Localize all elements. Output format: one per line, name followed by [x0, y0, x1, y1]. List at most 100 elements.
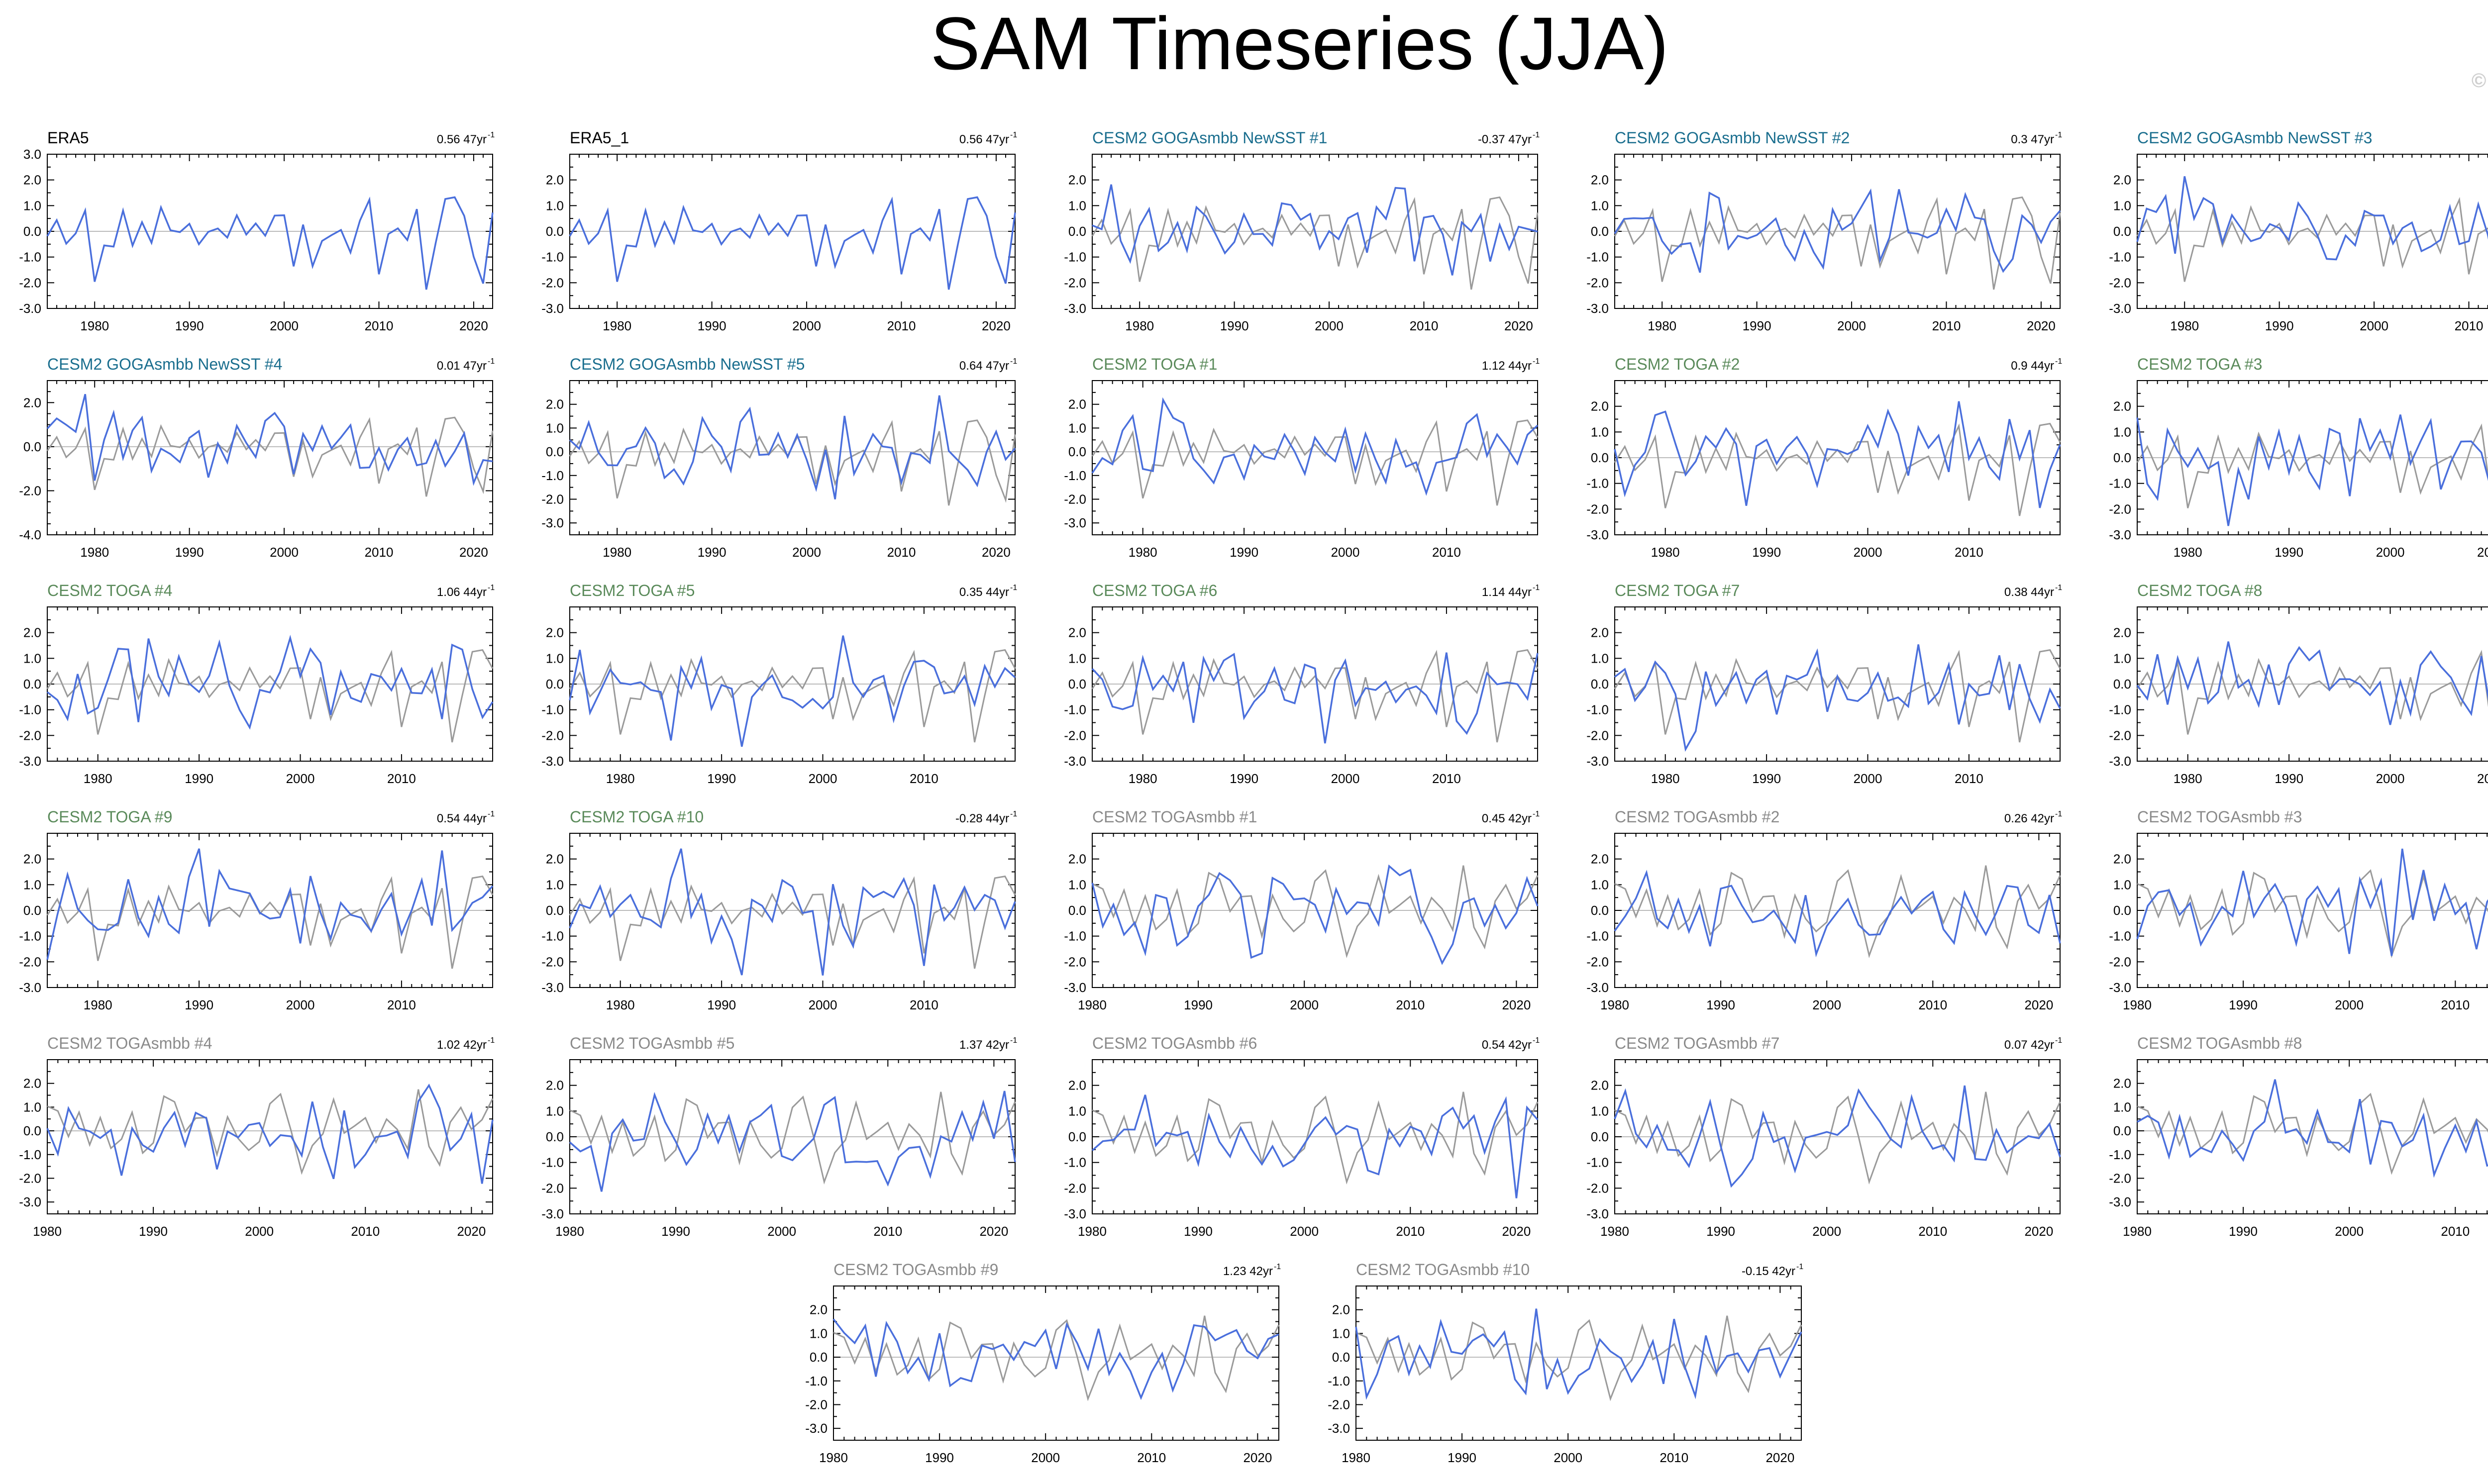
y-tick-label: -1.0	[2109, 929, 2131, 944]
chart-panel-10: 1980 1990 2000 2010 -3.0 -2.0 -1.0 0.0 1.0 2.0 CES…	[2109, 355, 2488, 560]
x-tick-label: 1990	[1230, 545, 1258, 560]
x-tick-label: 1980	[1600, 997, 1629, 1012]
y-tick-label: 1.0	[546, 877, 564, 892]
x-tick-label: 1980	[603, 318, 631, 333]
y-tick-label: 2.0	[546, 852, 564, 867]
chart-panel-20: 19801990200020102020-3.0-2.0-1.00.01.02.…	[2109, 808, 2488, 1012]
trend-label: 1.02 42yr	[437, 1038, 487, 1052]
y-tick-label: -1.0	[1586, 250, 1609, 265]
chart-panel-5: 19801990200020102020-3.0-2.0-1.00.01.02.…	[2109, 129, 2488, 333]
y-tick-label: -3.0	[1064, 980, 1086, 995]
y-tick-label: 0.0	[1591, 677, 1609, 692]
y-tick-label: 2.0	[1068, 852, 1086, 867]
y-tick-label: 2.0	[23, 852, 41, 867]
x-tick-label: 2000	[270, 318, 299, 333]
x-tick-label: 1980	[2170, 318, 2199, 333]
y-tick-label: 1.0	[1591, 651, 1609, 666]
chart-panel-11: 1980 1990 2000 2010 -3.0 -2.0 -1.0 0.0 1.0 2.0 CES…	[19, 582, 495, 786]
trend-label: 0.64 47yr	[959, 359, 1009, 373]
series-line-obs	[46, 196, 494, 290]
y-tick-label: -2.0	[19, 1171, 41, 1186]
series-line-obs	[1355, 1308, 1802, 1400]
y-tick-label: -3.0	[19, 301, 41, 316]
x-tick-label: 2000	[1290, 997, 1319, 1012]
x-tick-label: 1990	[661, 1224, 690, 1239]
x-tick-label: 2010	[1137, 1450, 1166, 1465]
y-tick-label: -1.0	[1586, 929, 1609, 944]
y-tick-label: 0.0	[1332, 1350, 1350, 1365]
y-tick-label: 1.0	[1591, 198, 1609, 213]
chart-title: CESM2 TOGA #8	[2137, 582, 2262, 599]
x-tick-label: 1980	[555, 1224, 584, 1239]
x-tick-label: 2000	[1331, 545, 1360, 560]
y-tick-label: -2.0	[541, 728, 564, 743]
x-tick-label: 2010	[1410, 318, 1439, 333]
series-line-obs	[1092, 184, 1538, 276]
trend-label: -0.15 42yr	[1742, 1265, 1795, 1278]
trend-superscript: -1	[488, 1036, 495, 1045]
y-tick-label: 2.0	[23, 625, 41, 640]
y-tick-label: -2.0	[19, 275, 41, 290]
series-line-obs	[1091, 652, 1539, 744]
y-tick-label: 1.0	[2113, 651, 2131, 666]
y-tick-label: 1.0	[23, 651, 41, 666]
x-tick-label: 2000	[286, 771, 315, 786]
chart-panel-2: 1980 1990 2000 2010 2020 -3.0 -2.0 -1.0 0.0 1.0 2.…	[541, 129, 1017, 333]
x-tick-label: 2020	[2027, 318, 2056, 333]
x-tick-label: 2000	[2360, 318, 2388, 333]
x-tick-label: 1980	[80, 545, 109, 560]
x-tick-label: 1990	[925, 1450, 954, 1465]
x-tick-label: 1980	[1078, 1224, 1107, 1239]
x-tick-label: 2020	[1765, 1450, 1794, 1465]
x-tick-label: 2010	[2455, 318, 2484, 333]
x-tick-label: 1980	[1648, 318, 1676, 333]
series-line-ref	[1092, 1091, 1539, 1185]
chart-panel-14: 1980 1990 2000 2010 -3.0 -2.0 -1.0 0.0 1.0 2.0 CES…	[1586, 582, 2062, 786]
x-tick-label: 2000	[1812, 1224, 1841, 1239]
y-tick-label: 1.0	[546, 1103, 564, 1118]
y-tick-label: -3.0	[1586, 301, 1609, 316]
y-tick-label: 1.0	[1591, 1103, 1609, 1118]
y-tick-label: 1.0	[546, 198, 564, 213]
x-tick-label: 1990	[1706, 997, 1735, 1012]
y-tick-label: 2.0	[2113, 1076, 2131, 1091]
y-tick-label: 2.0	[546, 397, 564, 412]
series-line-ref	[833, 1315, 1280, 1401]
y-tick-label: -1.0	[1064, 468, 1086, 483]
x-tick-label: 2010	[2477, 545, 2488, 560]
x-tick-label: 2010	[910, 771, 938, 786]
y-tick-label: -1.0	[1064, 929, 1086, 944]
series-line-ref	[1091, 196, 1539, 290]
x-tick-label: 2000	[792, 318, 821, 333]
trend-label: 0.56 47yr	[959, 133, 1009, 146]
y-tick-label: 1.0	[810, 1326, 828, 1341]
y-tick-label: -1.0	[2109, 702, 2131, 717]
chart-title: CESM2 TOGA #6	[1092, 582, 1217, 599]
chart-panel-9: 1980 1990 2000 2010 -3.0 -2.0 -1.0 0.0 1.0 2.0 CES…	[1586, 355, 2062, 560]
x-tick-label: 1990	[185, 771, 213, 786]
series-line-obs	[1091, 397, 1539, 496]
chart-title: CESM2 GOGAsmbb NewSST #4	[47, 355, 282, 373]
x-tick-label: 2000	[809, 997, 837, 1012]
x-tick-label: 2010	[1955, 545, 1983, 560]
y-tick-label: 2.0	[1332, 1302, 1350, 1317]
x-tick-label: 2010	[1396, 997, 1425, 1012]
series-line-ref	[46, 649, 494, 743]
y-tick-label: -2.0	[541, 1181, 564, 1195]
trend-superscript: -1	[488, 131, 495, 139]
y-tick-label: -2.0	[1328, 1397, 1350, 1412]
x-tick-label: 1980	[606, 997, 635, 1012]
x-tick-label: 2000	[1854, 771, 1882, 786]
y-tick-label: 0.0	[1068, 903, 1086, 918]
series-line-ref	[1092, 865, 1539, 958]
y-tick-label: 1.0	[546, 651, 564, 666]
x-tick-label: 2000	[767, 1224, 796, 1239]
y-tick-label: 2.0	[1591, 1078, 1609, 1093]
y-tick-label: -2.0	[1586, 501, 1609, 516]
y-tick-label: 1.0	[1068, 651, 1086, 666]
y-tick-label: 1.0	[1591, 424, 1609, 439]
x-tick-label: 2010	[351, 1224, 380, 1239]
x-tick-label: 2010	[887, 545, 916, 560]
x-tick-label: 2020	[457, 1224, 486, 1239]
series-line-ref	[569, 875, 1016, 969]
